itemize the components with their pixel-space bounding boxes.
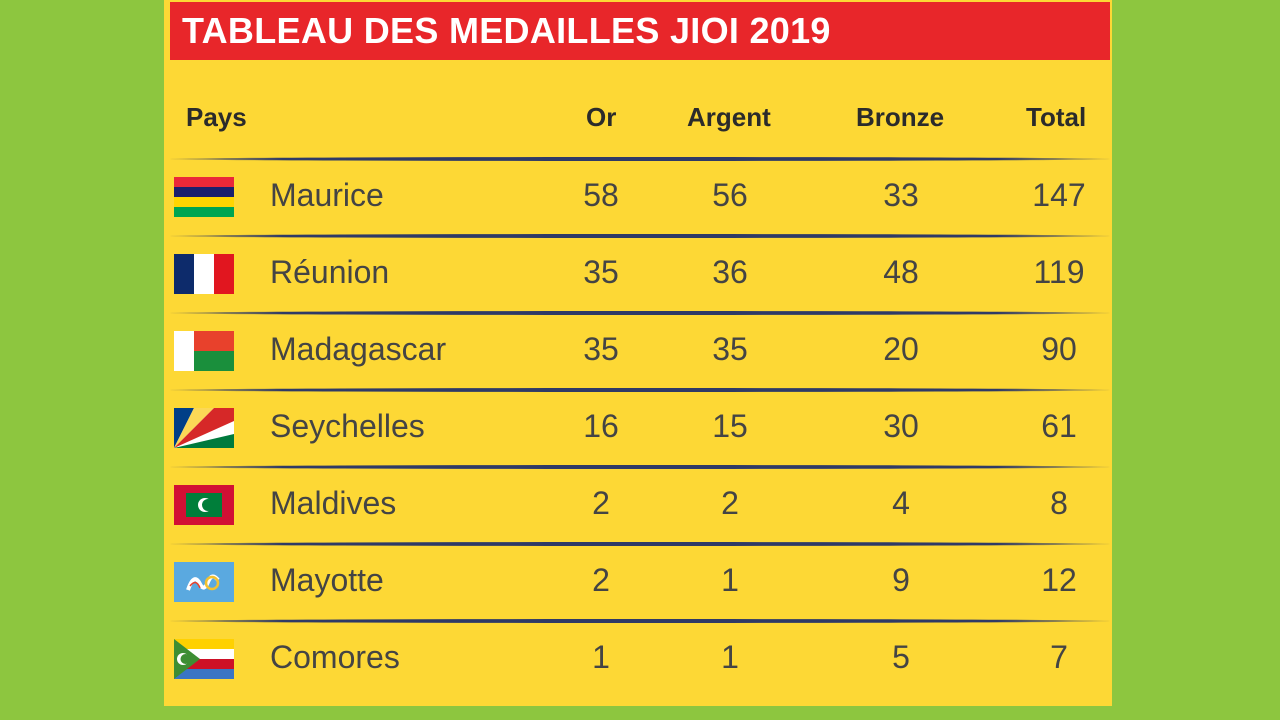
gold-count: 35 [583, 254, 619, 290]
header-gold: Or [586, 102, 617, 132]
bronze-count: 48 [883, 254, 919, 290]
bronze-count: 4 [892, 485, 910, 521]
gold-count: 58 [583, 177, 619, 213]
silver-count: 1 [721, 562, 739, 598]
country-name: Maldives [270, 485, 397, 521]
gold-count: 35 [583, 331, 619, 367]
silver-count: 2 [721, 485, 739, 521]
title-bar: TABLEAU DES MEDAILLES JIOI 2019 [170, 2, 1110, 60]
table-row: Maurice 58 56 33 147 [164, 159, 1112, 236]
bronze-count: 9 [892, 562, 910, 598]
silver-count: 15 [712, 408, 748, 444]
header-silver: Argent [687, 102, 771, 132]
silver-count: 35 [712, 331, 748, 367]
country-name: Mayotte [270, 562, 384, 598]
table-row: Maldives 2 2 4 8 [164, 467, 1112, 544]
total-count: 7 [1050, 639, 1068, 675]
country-name: Maurice [270, 177, 384, 213]
bronze-count: 20 [883, 331, 919, 367]
country-name: Madagascar [270, 331, 447, 367]
table-row: Réunion 35 36 48 119 [164, 236, 1112, 313]
total-count: 119 [1033, 254, 1085, 290]
table-row: Mayotte 2 1 9 12 [164, 544, 1112, 621]
silver-count: 36 [712, 254, 748, 290]
country-name: Réunion [270, 254, 390, 290]
country-name: Comores [270, 639, 400, 675]
row-divider [170, 465, 1110, 469]
table-header: Pays Or Argent Bronze Total [164, 88, 1112, 148]
bronze-count: 5 [892, 639, 910, 675]
total-count: 12 [1041, 562, 1077, 598]
row-divider [170, 234, 1110, 238]
total-count: 147 [1032, 177, 1086, 213]
row-divider [170, 388, 1110, 392]
mauritius-flag-icon [174, 177, 234, 217]
medal-table-board: TABLEAU DES MEDAILLES JIOI 2019 Pays Or … [164, 0, 1112, 706]
row-divider [170, 311, 1110, 315]
silver-count: 56 [712, 177, 748, 213]
comoros-flag-icon [174, 639, 234, 679]
table-row: Seychelles 16 15 30 61 [164, 390, 1112, 467]
bronze-count: 30 [883, 408, 919, 444]
table-row: Comores 1 1 5 7 [164, 621, 1112, 698]
seychelles-flag-icon [174, 408, 234, 448]
maldives-flag-icon [174, 485, 234, 525]
total-count: 8 [1050, 485, 1068, 521]
header-bronze: Bronze [856, 102, 945, 132]
bronze-count: 33 [883, 177, 919, 213]
madagascar-flag-icon [174, 331, 234, 371]
row-divider [170, 542, 1110, 546]
france-flag-icon [174, 254, 234, 294]
header-country: Pays [186, 102, 247, 132]
mayotte-flag-icon [174, 562, 234, 602]
row-divider [170, 157, 1110, 161]
gold-count: 16 [583, 408, 619, 444]
silver-count: 1 [721, 639, 739, 675]
table-row: Madagascar 35 35 20 90 [164, 313, 1112, 390]
row-divider [170, 619, 1110, 623]
header-total: Total [1026, 102, 1087, 132]
gold-count: 2 [592, 485, 610, 521]
total-count: 90 [1041, 331, 1077, 367]
gold-count: 1 [592, 639, 610, 675]
total-count: 61 [1041, 408, 1077, 444]
country-name: Seychelles [270, 408, 425, 444]
gold-count: 2 [592, 562, 610, 598]
table-title: TABLEAU DES MEDAILLES JIOI 2019 [182, 10, 831, 51]
